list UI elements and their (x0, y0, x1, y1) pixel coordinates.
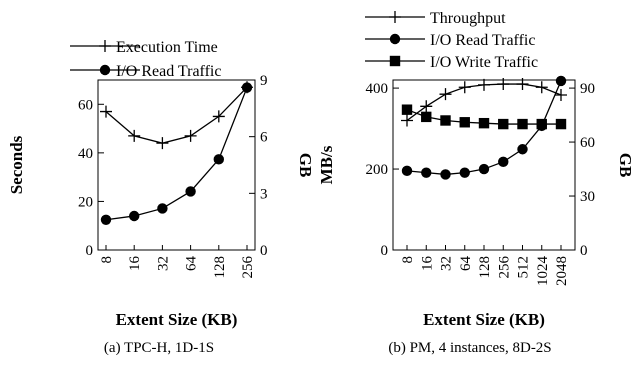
chart-2-series-3-point (498, 118, 509, 130)
chart-1-ytick-left-label: 60 (78, 97, 93, 113)
chart-2-series-2-point (478, 163, 490, 175)
chart-2-ylabel-right: GB (616, 153, 635, 178)
chart-2-xtick-label: 64 (458, 256, 474, 272)
chart-2-series-2-point (401, 165, 413, 177)
chart-1-series-1-point (212, 110, 225, 123)
chart-2-series-3-point (555, 118, 567, 130)
chart-2-xtick-label: 8 (400, 256, 416, 264)
chart-1-xtick-label: 32 (155, 256, 171, 271)
chart-2-legend-label-2: I/O Read Traffic (430, 32, 535, 49)
chart-2-legend-marker-2 (389, 33, 401, 45)
chart-1-series-1-line (105, 86, 248, 144)
chart-2-legend-label-3: I/O Write Traffic (430, 54, 538, 71)
chart-2-series-1-point (478, 78, 490, 91)
chart-1-series-2-point (129, 210, 140, 222)
chart-1-series-1-point (100, 105, 112, 118)
chart-1-xlabel: Extent Size (KB) (116, 310, 238, 329)
chart-2-series-3-point (478, 117, 490, 129)
chart-2-xtick-label: 16 (419, 256, 435, 272)
chart-2-series-2-point (498, 156, 509, 168)
chart-1-legend-label-2: I/O Read Traffic (116, 63, 221, 80)
chart-1-ylabel-left: Seconds (7, 135, 26, 194)
chart-1-plot-frame (97, 79, 256, 251)
chart-2-caption: (b) PM, 4 instances, 8D-2S (388, 340, 551, 356)
chart-1-series-2-point (157, 203, 168, 214)
chart-2-series-2-point (459, 167, 470, 178)
chart-1-series-2-line (105, 87, 248, 221)
chart-1-ytick-right-label: 0 (260, 243, 268, 259)
chart-1-ytick-left-label: 40 (78, 146, 93, 162)
chart-2-ylabel-left: MB/s (317, 145, 336, 184)
chart-2-series-3-point (459, 117, 470, 128)
chart-2-series-1-point (497, 78, 510, 91)
chart-2-series-2-point (421, 167, 432, 178)
chart-2-ytick-right-label: 0 (580, 243, 588, 259)
chart-2-legend-marker-1 (389, 11, 401, 23)
chart-1-ytick-left-label: 20 (78, 194, 93, 210)
chart-1-ytick-right-label: 9 (260, 73, 268, 89)
chart-2-ytick-left-label: 200 (366, 162, 389, 178)
chart-2-xtick-label: 512 (516, 256, 532, 279)
chart-2-xtick-label: 256 (496, 256, 512, 279)
chart-1-xtick-label: 256 (240, 256, 256, 279)
chart-1-series-1-point (128, 129, 141, 142)
chart-1-ytick-right-label: 3 (260, 186, 268, 202)
chart-2-series-2-point (440, 169, 451, 180)
chart-1-legend-marker-2 (99, 64, 111, 76)
chart-2-xlabel: Extent Size (KB) (423, 310, 545, 329)
chart-2-xtick-label: 1024 (535, 256, 551, 287)
chart-2-ytick-left-label: 400 (366, 81, 389, 97)
chart-2-ytick-right-label: 30 (580, 189, 595, 205)
chart-2-series-1-point (535, 81, 548, 94)
chart-2-series-3-point (536, 118, 547, 130)
chart-1-xtick-label: 64 (184, 256, 200, 272)
chart-2-legend-label-1: Throughput (430, 10, 506, 27)
chart-2-legend-marker-3 (389, 55, 401, 67)
chart-1-xtick-label: 128 (212, 256, 228, 279)
chart-2-ytick-right-label: 90 (580, 81, 595, 97)
chart-1-ytick-right-label: 6 (260, 130, 268, 146)
chart-2-series-1-point (439, 88, 452, 101)
chart-1-ylabel-right: GB (296, 153, 315, 178)
chart-2-xtick-label: 2048 (554, 256, 570, 286)
chart-2-series-2-point (555, 75, 567, 87)
chart-2-series-1-point (458, 81, 471, 94)
chart-2-series-2-point (517, 144, 528, 155)
chart-2-ytick-left-label: 0 (381, 243, 389, 259)
chart-2-ytick-right-label: 60 (580, 135, 595, 151)
chart-2-series-1-point (555, 88, 567, 101)
chart-2-series-1-point (401, 114, 413, 127)
chart-2-series-1-point (420, 100, 433, 113)
chart-1-series-2-point (185, 186, 196, 197)
chart-1-series-2-point (100, 214, 112, 225)
chart-2-series-1-point (516, 78, 529, 91)
chart-1-xtick-label: 16 (127, 256, 143, 272)
chart-1-series-2-point (241, 82, 253, 93)
chart-2-xtick-label: 32 (439, 256, 455, 271)
chart-1-series-2-point (213, 154, 224, 165)
chart-2-series-3-point (401, 104, 413, 115)
chart-1-caption: (a) TPC-H, 1D-1S (104, 340, 214, 356)
chart-1-series-1-point (156, 137, 169, 150)
chart-1-legend-label-1: Execution Time (116, 39, 218, 56)
chart-2-xtick-label: 128 (477, 256, 493, 279)
chart-2-series-3-point (421, 111, 432, 123)
chart-2-series-3-point (517, 118, 528, 130)
chart-1-legend-marker-1 (99, 40, 111, 52)
chart-2-series-3-point (440, 115, 451, 126)
chart-1-xtick-label: 8 (99, 256, 115, 264)
chart-1-ytick-left-label: 0 (86, 243, 94, 259)
chart-1-series-1-point (184, 129, 197, 142)
